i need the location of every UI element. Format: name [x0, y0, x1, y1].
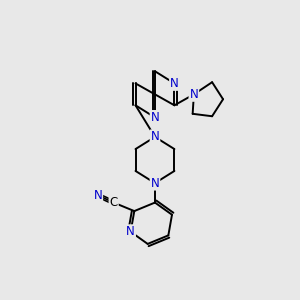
Text: C: C	[110, 196, 118, 209]
Text: N: N	[151, 177, 159, 190]
Text: N: N	[151, 130, 159, 143]
Text: N: N	[170, 77, 179, 90]
Text: N: N	[151, 111, 159, 124]
Text: N: N	[126, 225, 135, 238]
Text: N: N	[93, 189, 102, 202]
Text: N: N	[190, 88, 198, 101]
